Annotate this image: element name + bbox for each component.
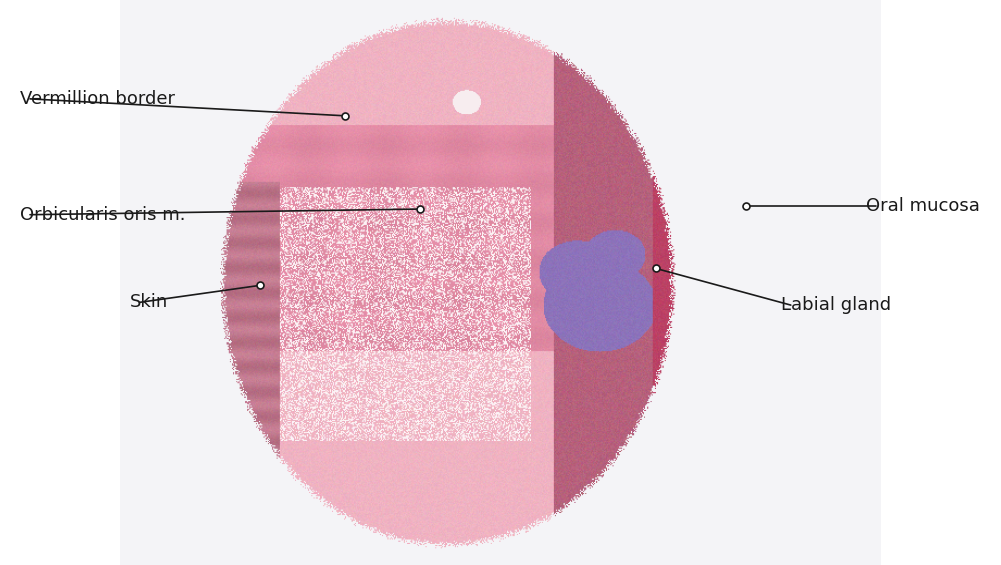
Text: Skin: Skin <box>130 293 168 311</box>
Text: Orbicularis oris m.: Orbicularis oris m. <box>20 206 185 224</box>
Text: Vermillion border: Vermillion border <box>20 90 175 108</box>
Text: Oral mucosa: Oral mucosa <box>866 197 980 215</box>
Text: Labial gland: Labial gland <box>781 296 891 314</box>
